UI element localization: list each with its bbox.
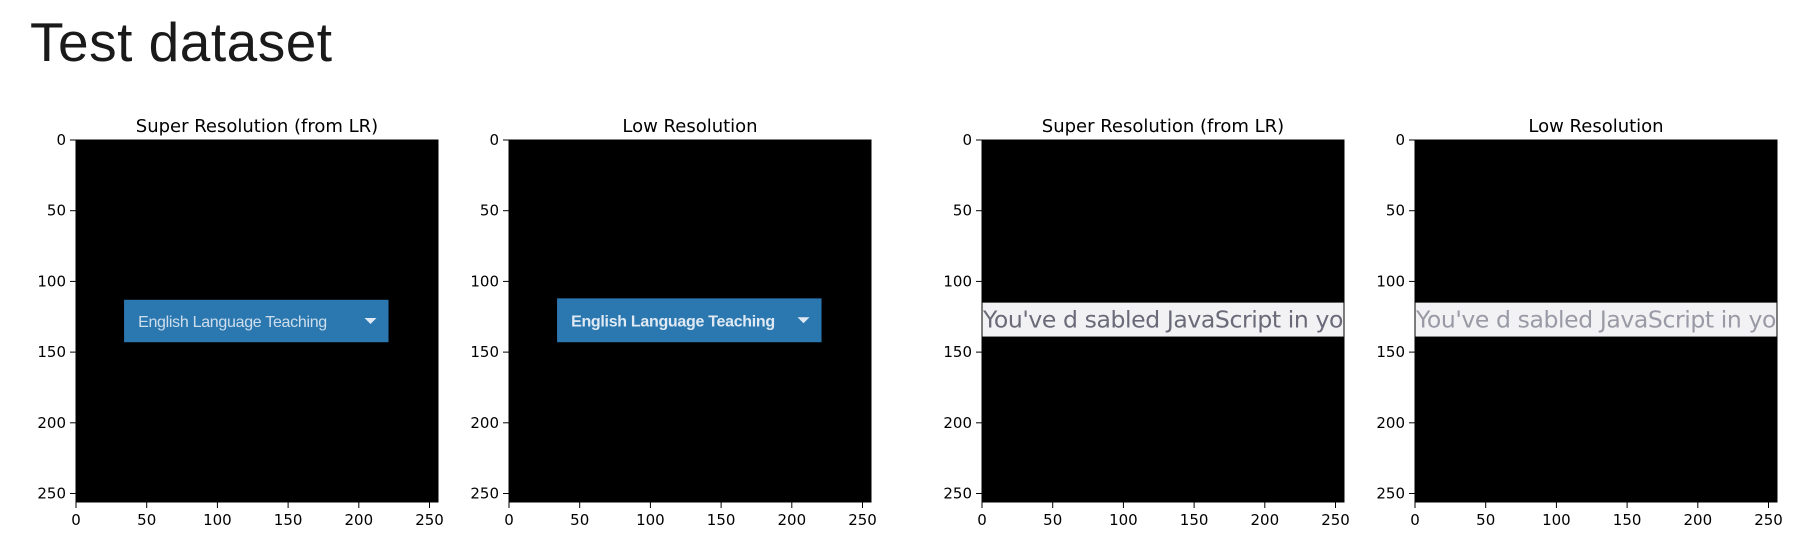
y-tick-label: 0 xyxy=(489,131,499,149)
x-tick-label: 150 xyxy=(1180,511,1209,529)
x-tick-label: 250 xyxy=(848,511,877,529)
x-tick-label: 100 xyxy=(203,511,232,529)
y-tick-label: 0 xyxy=(1395,131,1405,149)
x-tick-label: 150 xyxy=(1613,511,1642,529)
banner-rect xyxy=(124,299,389,343)
x-tick-label: 250 xyxy=(1321,511,1350,529)
x-tick-label: 200 xyxy=(1683,511,1712,529)
x-tick-label: 50 xyxy=(137,511,156,529)
dropdown-arrow-icon xyxy=(364,318,377,324)
axes-frame xyxy=(1414,139,1778,503)
y-tick-label: 250 xyxy=(37,485,66,503)
page-title: Test dataset xyxy=(30,11,333,73)
y-tick-label: 50 xyxy=(953,202,972,220)
x-tick-label: 0 xyxy=(977,511,987,529)
y-tick-label: 200 xyxy=(37,414,66,432)
y-tick-label: 100 xyxy=(943,272,972,290)
y-tick-label: 150 xyxy=(470,343,499,361)
axes-frame xyxy=(981,139,1345,503)
x-tick-label: 150 xyxy=(707,511,736,529)
y-tick-label: 200 xyxy=(1376,414,1405,432)
x-tick-label: 250 xyxy=(1754,511,1783,529)
x-tick-label: 100 xyxy=(636,511,665,529)
subplot-title: Low Resolution xyxy=(1528,116,1663,137)
x-tick-label: 0 xyxy=(504,511,514,529)
x-tick-label: 100 xyxy=(1109,511,1138,529)
y-tick-label: 100 xyxy=(1376,272,1405,290)
dropdown-arrow-icon xyxy=(797,317,810,324)
banner-rect xyxy=(982,302,1344,337)
figure-canvas: Super Resolution (from LR) English Langua… xyxy=(37,116,1782,529)
y-tick-label: 100 xyxy=(37,272,66,290)
subplot-1: Super Resolution (from LR) English Langua… xyxy=(37,116,443,529)
y-tick-label: 50 xyxy=(480,202,499,220)
axes-frame xyxy=(508,139,872,503)
subplot-3: Super Resolution (from LR) You've d sable… xyxy=(943,116,1349,529)
banner-text: You've d sabled JavaScript in yo xyxy=(982,308,1343,334)
x-tick-label: 100 xyxy=(1542,511,1571,529)
x-tick-label: 50 xyxy=(570,511,589,529)
y-tick-label: 250 xyxy=(943,485,972,503)
x-tick-label: 200 xyxy=(777,511,806,529)
y-tick-label: 150 xyxy=(943,343,972,361)
y-tick-label: 50 xyxy=(1386,202,1405,220)
x-tick-label: 0 xyxy=(71,511,81,529)
y-tick-label: 200 xyxy=(470,414,499,432)
y-tick-label: 150 xyxy=(1376,343,1405,361)
y-tick-label: 50 xyxy=(47,202,66,220)
y-tick-label: 250 xyxy=(470,485,499,503)
banner-rect xyxy=(557,298,822,343)
figure: Super Resolution (from LR) English Langua… xyxy=(0,108,1803,536)
banner-text: English Language Teaching xyxy=(571,313,775,330)
x-tick-label: 200 xyxy=(1250,511,1279,529)
axes-frame xyxy=(75,139,439,503)
x-tick-label: 150 xyxy=(274,511,303,529)
y-tick-label: 250 xyxy=(1376,485,1405,503)
x-tick-label: 50 xyxy=(1043,511,1062,529)
x-tick-label: 200 xyxy=(344,511,373,529)
y-tick-label: 0 xyxy=(962,131,972,149)
subplot-title: Super Resolution (from LR) xyxy=(136,116,378,137)
y-tick-label: 100 xyxy=(470,272,499,290)
x-tick-label: 0 xyxy=(1410,511,1420,529)
x-tick-label: 250 xyxy=(415,511,444,529)
x-tick-label: 50 xyxy=(1476,511,1495,529)
subplot-title: Super Resolution (from LR) xyxy=(1042,116,1284,137)
banner-text: English Language Teaching xyxy=(138,314,327,331)
y-tick-label: 200 xyxy=(943,414,972,432)
subplot-title: Low Resolution xyxy=(622,116,757,137)
y-tick-label: 0 xyxy=(56,131,66,149)
subplot-2: Low Resolution English Language Teaching 0… xyxy=(470,116,876,529)
banner-text: You've d sabled JavaScript in yo xyxy=(1415,308,1776,334)
banner-rect xyxy=(1415,302,1777,337)
y-tick-label: 150 xyxy=(37,343,66,361)
subplot-4: Low Resolution You've d sabled JavaScript… xyxy=(1376,116,1782,529)
